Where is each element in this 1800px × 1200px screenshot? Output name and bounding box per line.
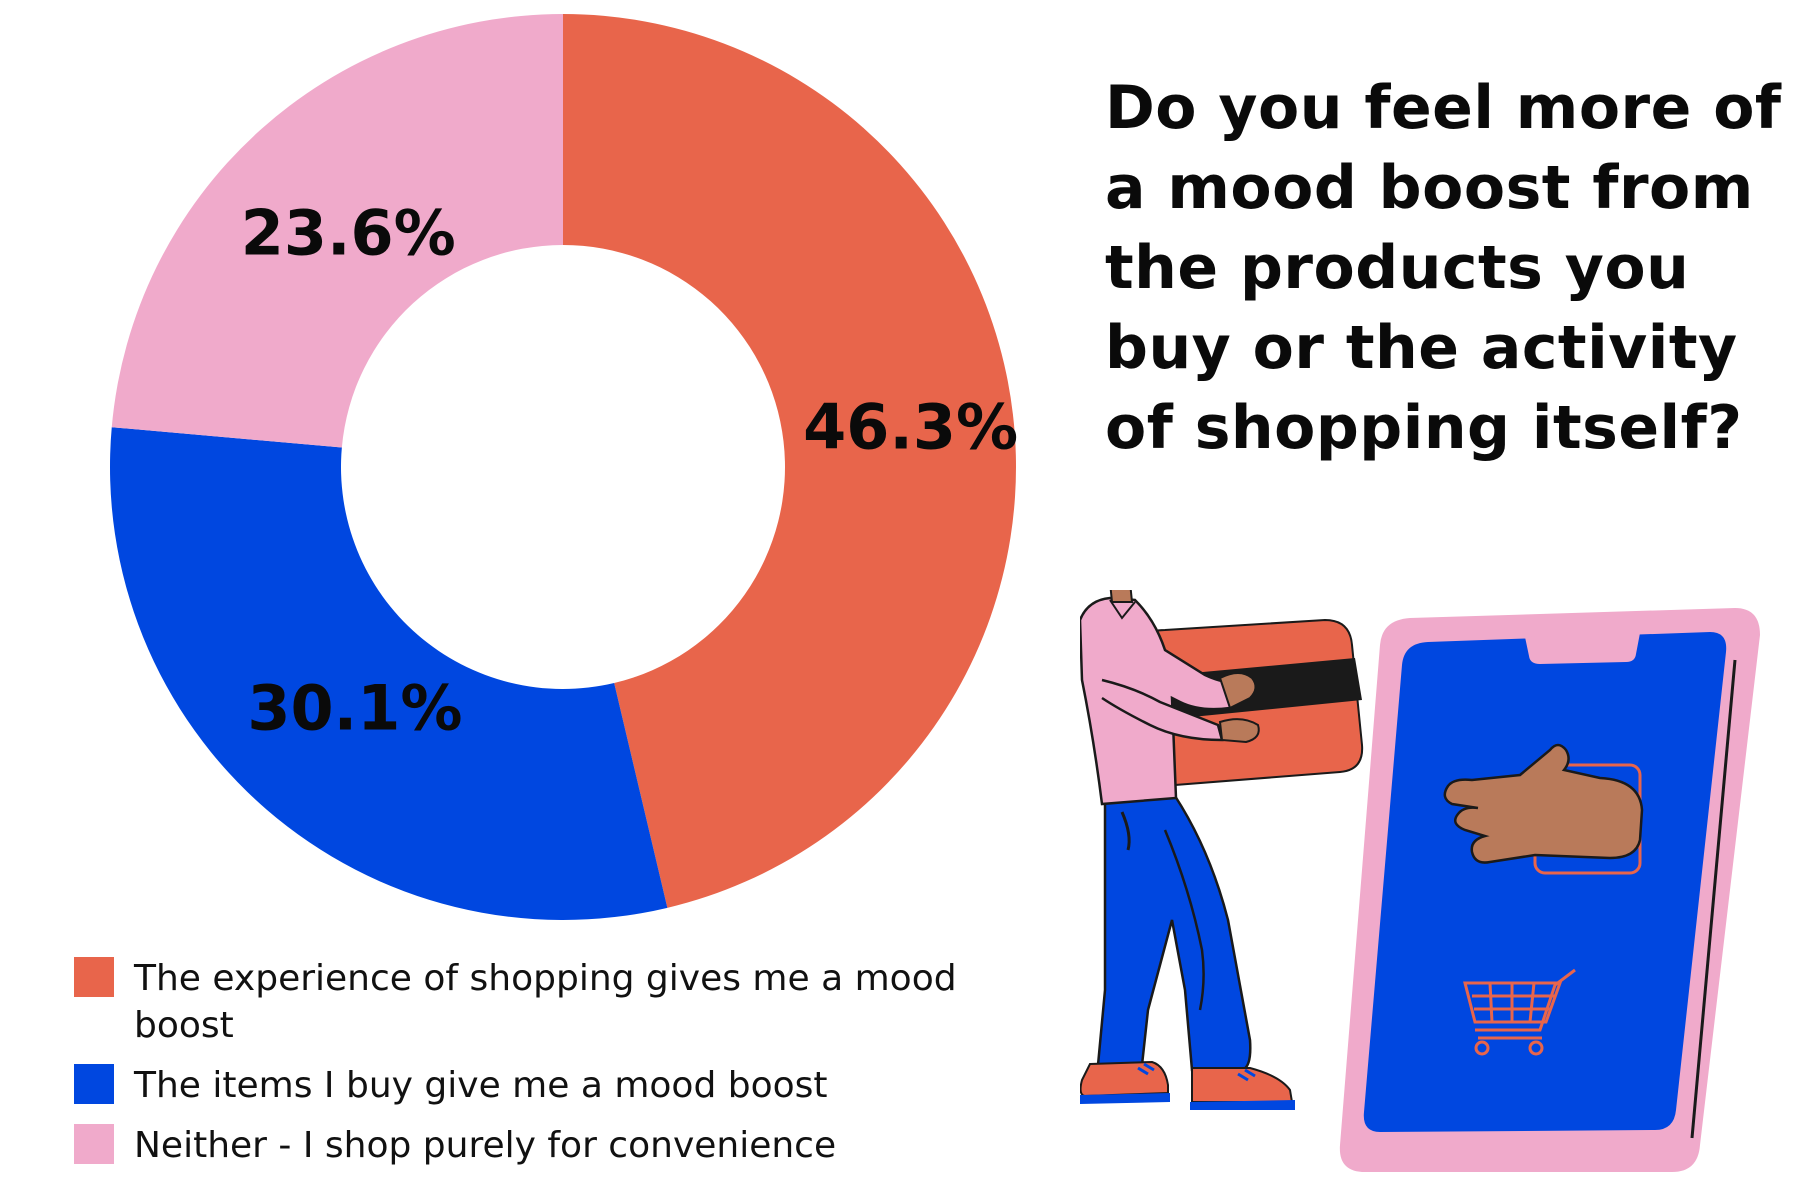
person-icon [1080, 590, 1295, 1110]
legend-label-items: The items I buy give me a mood boost [134, 1065, 828, 1106]
legend-item-items: The items I buy give me a mood boost [74, 1062, 1054, 1109]
legend-item-neither: Neither - I shop purely for convenience [74, 1122, 1054, 1169]
donut-value-label-items: 30.1% [247, 672, 462, 745]
donut-slice-experience [563, 14, 1016, 908]
legend-label-neither: Neither - I shop purely for convenience [134, 1125, 837, 1166]
donut-chart: 46.3% 30.1% 23.6% [110, 14, 1018, 920]
donut-slice-neither [111, 14, 564, 448]
shopping-cart-icon [1463, 968, 1576, 1056]
donut-slice-items [110, 427, 668, 920]
donut-slices [110, 14, 1016, 920]
donut-value-label-neither: 23.6% [241, 196, 456, 269]
donut-value-label-experience: 46.3% [803, 390, 1018, 463]
chart-legend: The experience of shopping gives me a mo… [74, 955, 1054, 1182]
shopping-illustration [1080, 590, 1760, 1172]
smartphone-icon [1339, 608, 1760, 1172]
donut-value-labels: 46.3% 30.1% 23.6% [241, 196, 1018, 744]
hand-icon [1443, 743, 1644, 864]
legend-item-experience: The experience of shopping gives me a mo… [74, 955, 1054, 1049]
legend-swatch-items [74, 1064, 114, 1104]
legend-swatch-experience [74, 957, 114, 997]
legend-swatch-neither [74, 1124, 114, 1164]
chart-title: Do you feel more of a mood boost from th… [1105, 73, 1782, 463]
legend-label-experience: The experience of shopping gives me a mo… [134, 958, 957, 1046]
